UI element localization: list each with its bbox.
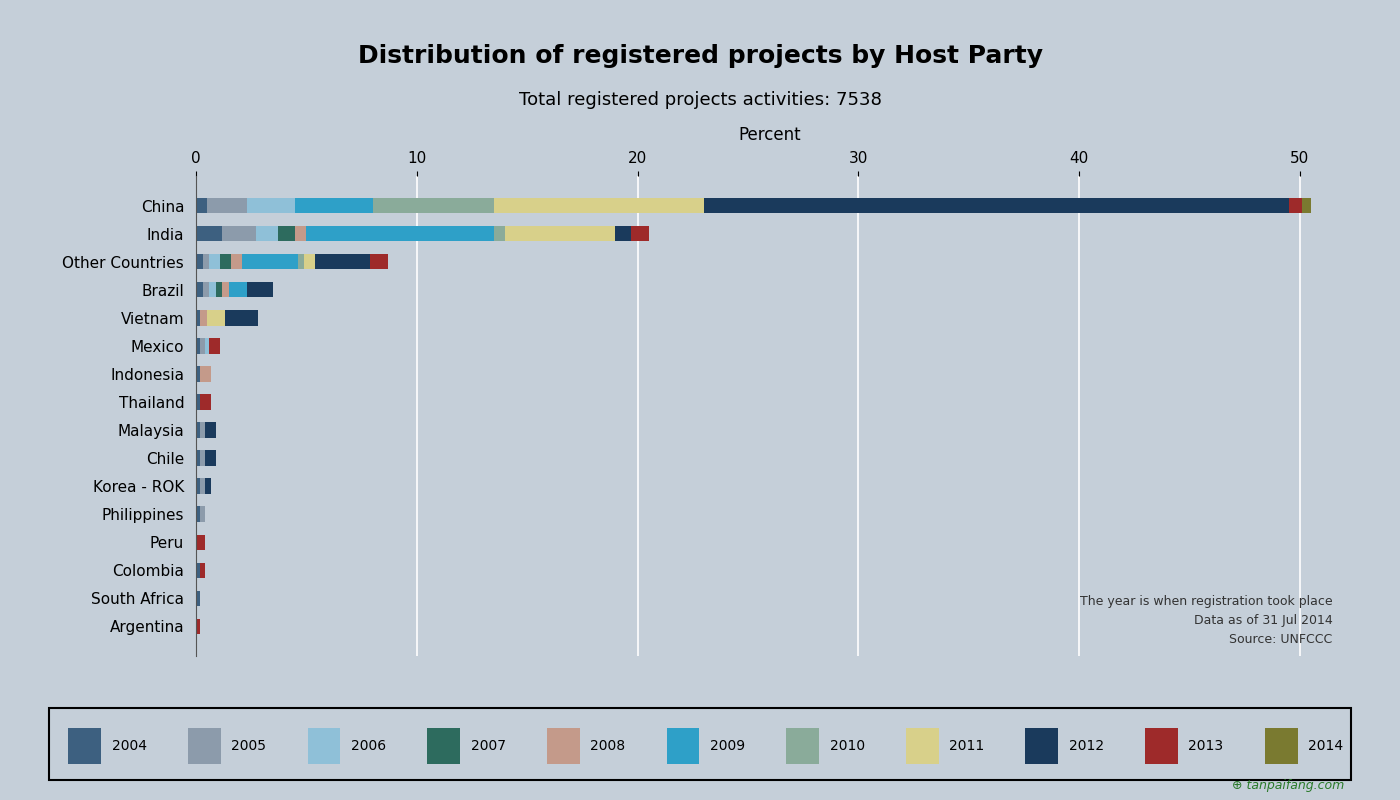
Bar [209,254,220,270]
Bar [223,226,256,242]
Bar [196,366,200,382]
Bar [298,254,304,270]
Text: 2013: 2013 [1189,739,1224,753]
Bar [196,394,200,410]
Bar [200,562,204,578]
Bar [196,534,204,550]
Bar [207,310,225,326]
Bar [277,226,295,242]
Bar [188,728,221,764]
Bar [295,226,307,242]
Text: Source: UNFCCC: Source: UNFCCC [1229,634,1333,646]
Bar [223,282,230,298]
Bar [666,728,700,764]
Bar [231,254,242,270]
Bar [204,450,216,466]
Text: 2009: 2009 [710,739,745,753]
Bar [196,506,200,522]
Text: 2008: 2008 [591,739,626,753]
Bar [200,478,204,494]
Bar [256,226,277,242]
Bar [372,198,494,214]
Bar [200,450,204,466]
Bar [203,282,209,298]
Bar [196,422,200,438]
Bar [1025,728,1058,764]
Text: 2012: 2012 [1068,739,1105,753]
Bar [304,254,315,270]
Bar [787,728,819,764]
Bar [616,226,631,242]
Bar [203,254,209,270]
Bar [196,226,223,242]
Bar [246,198,295,214]
Bar [200,422,204,438]
Bar [242,254,298,270]
Bar [295,198,372,214]
Bar [209,338,220,354]
Bar [494,198,704,214]
Bar [200,366,211,382]
Bar [204,338,209,354]
Bar [494,226,505,242]
Bar [631,226,648,242]
Bar [209,282,216,298]
Bar [196,450,200,466]
Text: 2005: 2005 [231,739,266,753]
Bar [220,254,231,270]
Bar [371,254,388,270]
Bar [204,422,216,438]
Text: Data as of 31 Jul 2014: Data as of 31 Jul 2014 [1194,614,1333,627]
Text: 2010: 2010 [830,739,865,753]
Bar [427,728,461,764]
X-axis label: Percent: Percent [739,126,801,144]
Bar [307,226,494,242]
Text: 2006: 2006 [351,739,386,753]
Bar [308,728,340,764]
Bar [200,506,204,522]
Text: 2011: 2011 [949,739,984,753]
Bar [196,282,203,298]
Bar [200,310,207,326]
Text: 2014: 2014 [1308,739,1343,753]
Bar [1302,198,1310,214]
Text: 2004: 2004 [112,739,147,753]
Bar [207,198,246,214]
Bar [196,310,200,326]
Bar [1145,728,1177,764]
Bar [196,254,203,270]
Bar [1289,198,1302,214]
Bar [196,338,200,354]
Bar [196,198,207,214]
Bar [704,198,1289,214]
Text: Distribution of registered projects by Host Party: Distribution of registered projects by H… [357,44,1043,68]
Bar [216,282,223,298]
Bar [196,478,200,494]
Text: Total registered projects activities: 7538: Total registered projects activities: 75… [518,91,882,109]
Bar [196,590,200,606]
Bar [200,394,211,410]
Bar [547,728,580,764]
Bar [196,562,200,578]
Text: ⊕ tanpaifang.com: ⊕ tanpaifang.com [1232,779,1344,792]
Text: The year is when registration took place: The year is when registration took place [1079,595,1333,608]
Bar [200,338,204,354]
Bar [204,478,211,494]
Text: 2007: 2007 [470,739,505,753]
Bar [196,618,200,634]
FancyBboxPatch shape [49,708,1351,780]
Bar [69,728,101,764]
Bar [1264,728,1298,764]
Bar [224,310,258,326]
Bar [246,282,273,298]
Bar [906,728,938,764]
Bar [505,226,616,242]
Bar [230,282,246,298]
Bar [315,254,371,270]
